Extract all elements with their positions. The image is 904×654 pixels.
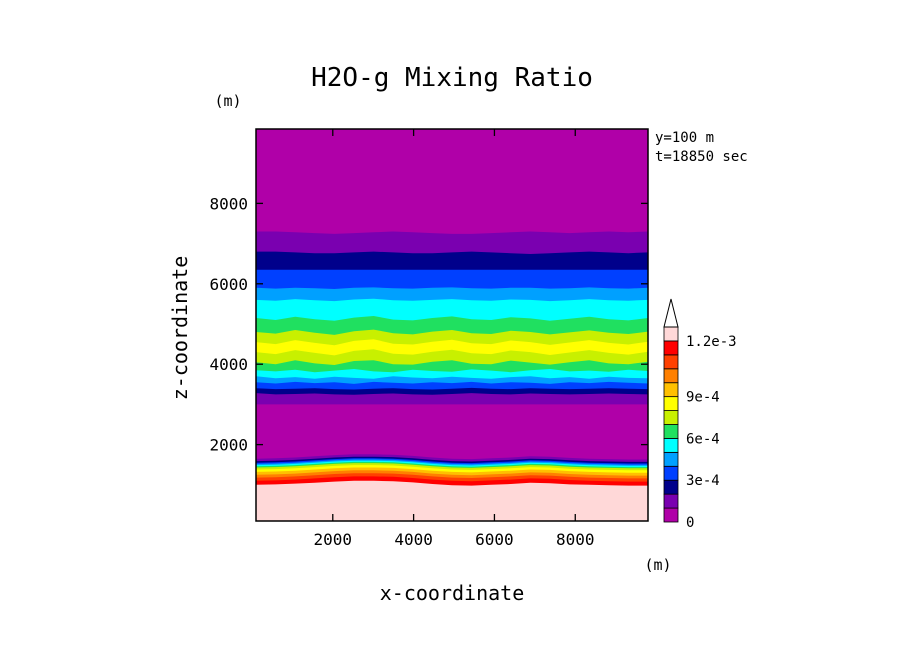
y-axis-unit: (m): [214, 92, 241, 110]
colorbar-segment: [663, 410, 679, 425]
x-tick-label: 4000: [394, 530, 433, 549]
colorbar-tick-label: 6e-4: [686, 431, 720, 447]
x-tick-label: 6000: [475, 530, 514, 549]
colorbar-extend-arrow: [663, 298, 679, 328]
annotation-time: t=18850 sec: [655, 149, 748, 165]
colorbar-tick-label: 1.2e-3: [686, 334, 737, 350]
colorbar: 0 3e-4 6e-4 9e-4 1.2e-3: [663, 298, 737, 531]
colorbar-segment: [663, 493, 679, 509]
colorbar-segment: [663, 507, 679, 523]
chart-title: H2O-g Mixing Ratio: [311, 63, 593, 93]
colorbar-segment: [663, 438, 679, 453]
plot-area: [256, 129, 648, 521]
annotation-y-position: y=100 m: [655, 130, 714, 146]
colorbar-segment: [663, 382, 679, 398]
y-tick-label: 2000: [209, 436, 248, 455]
colorbar-tick-label: 9e-4: [686, 390, 720, 406]
colorbar-segment: [663, 354, 679, 370]
x-axis-ticks: 2000 4000 6000 8000: [314, 129, 595, 549]
x-tick-label: 2000: [314, 530, 353, 549]
colorbar-tick-label: 0: [686, 515, 694, 531]
colorbar-tick-label: 3e-4: [686, 473, 720, 489]
contour-band: [256, 480, 648, 521]
plot-frame: [255, 128, 649, 522]
x-axis-unit: (m): [644, 556, 671, 574]
colorbar-segment: [663, 396, 679, 411]
colorbar-segment: [663, 340, 679, 356]
colorbar-segment: [663, 424, 679, 439]
colorbar-segment: [663, 451, 679, 467]
y-tick-label: 4000: [209, 355, 248, 374]
y-axis-ticks: 2000 4000 6000 8000: [209, 194, 648, 455]
colorbar-segment: [663, 326, 679, 342]
y-tick-label: 8000: [209, 194, 248, 213]
x-axis-label: x-coordinate: [380, 581, 525, 605]
x-tick-label: 8000: [556, 530, 595, 549]
y-tick-label: 6000: [209, 275, 248, 294]
colorbar-segment: [663, 479, 679, 495]
y-axis-label: z-coordinate: [168, 256, 192, 401]
colorbar-segment: [663, 368, 679, 384]
colorbar-segment: [663, 465, 679, 481]
